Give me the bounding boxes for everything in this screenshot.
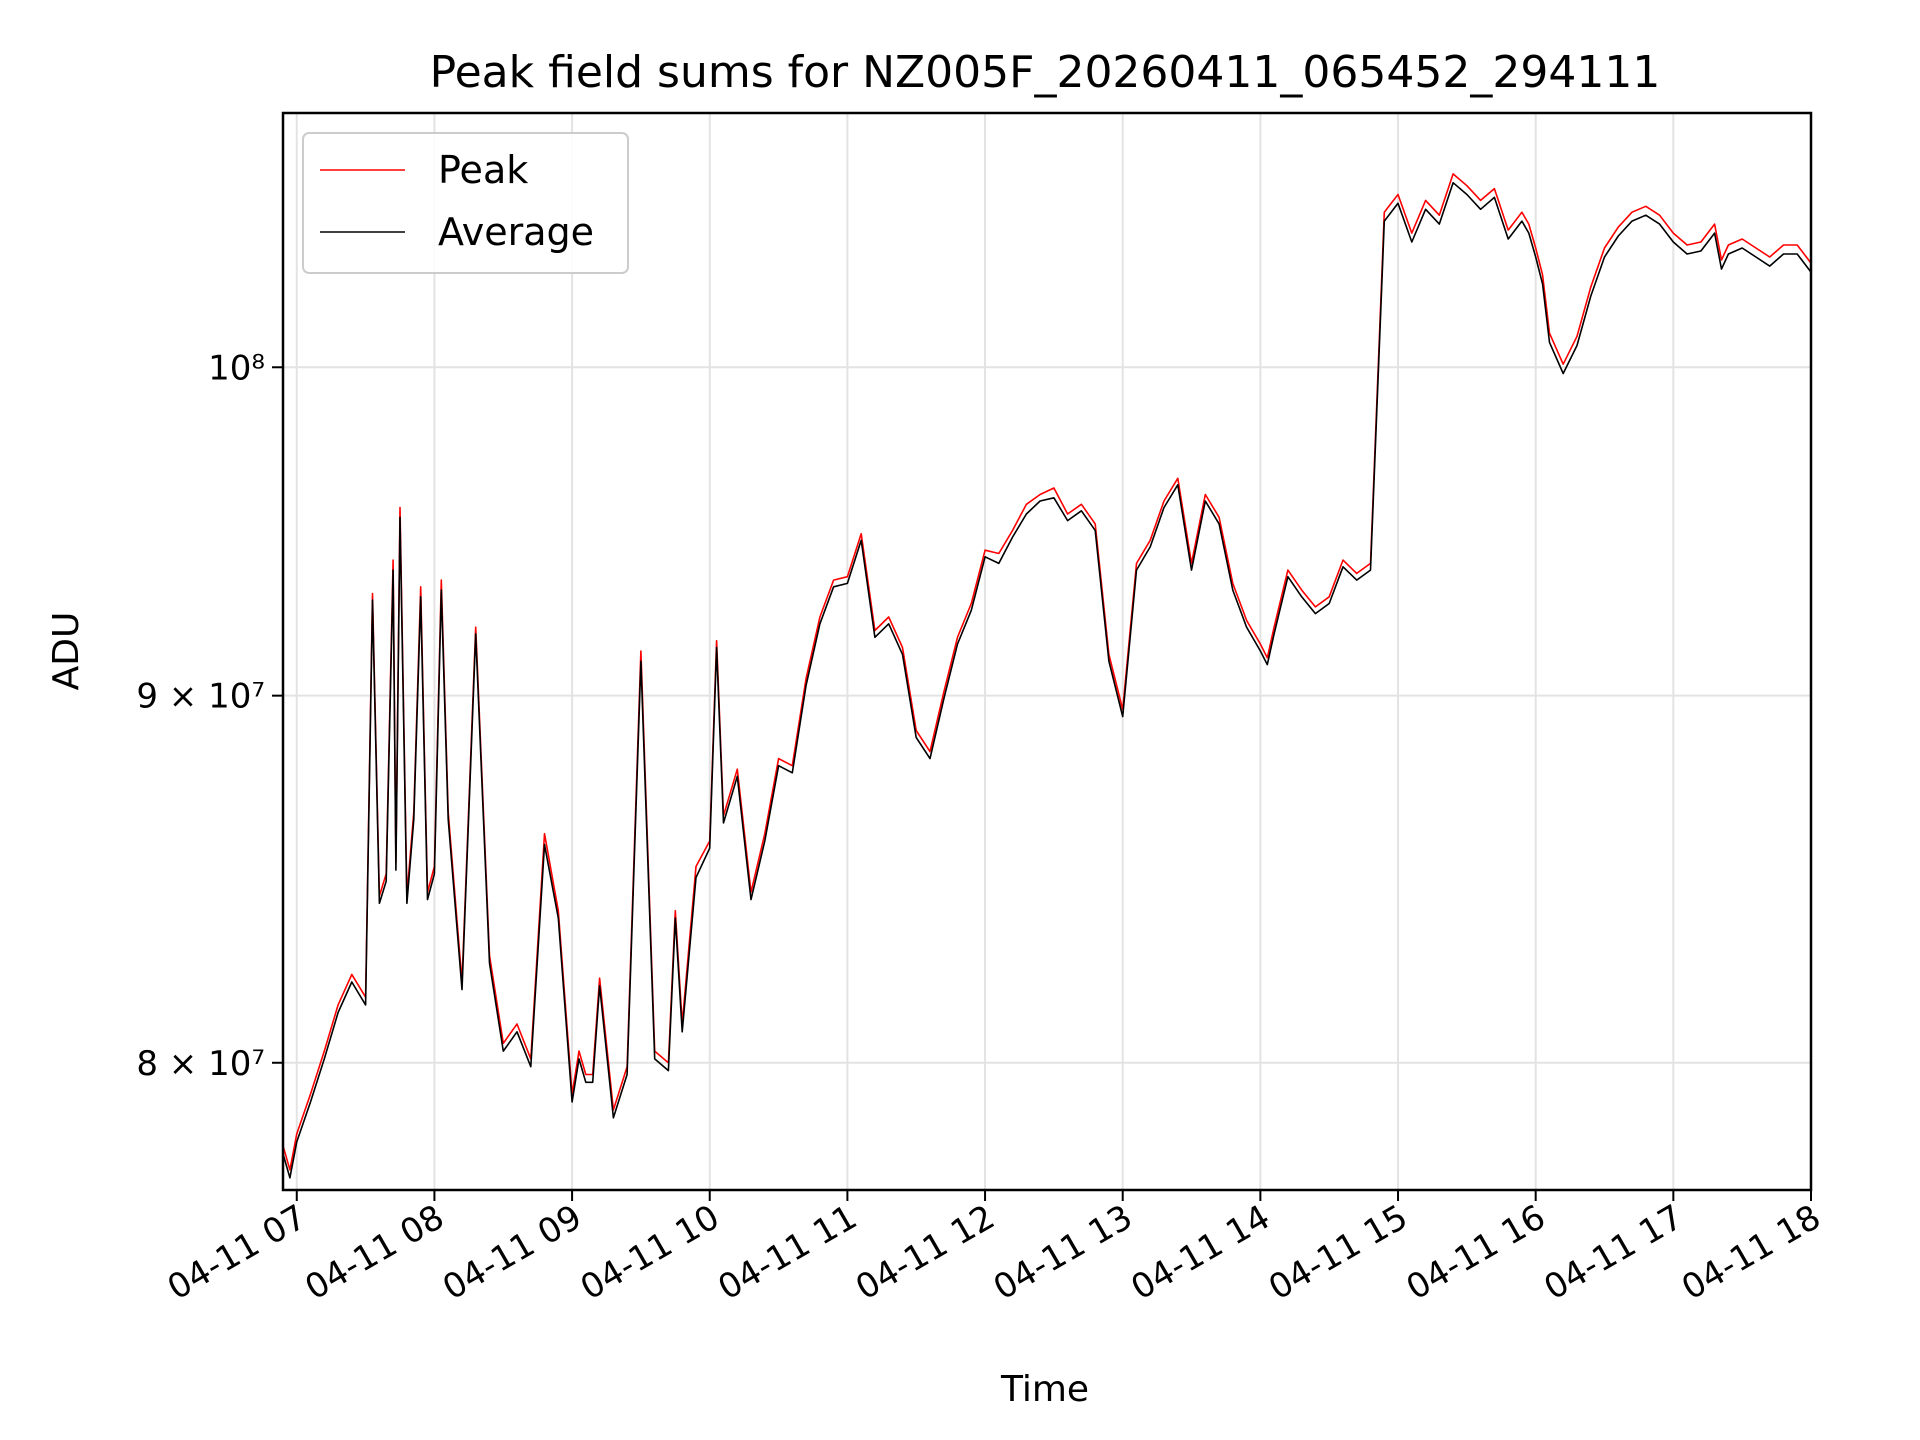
y-tick-label: 8 × 10⁷ — [136, 1044, 265, 1084]
x-tick-label: 04-11 16 — [1400, 1197, 1552, 1308]
chart-title: Peak field sums for NZ005F_20260411_0654… — [430, 47, 1661, 98]
x-tick-label: 04-11 09 — [436, 1197, 588, 1308]
y-axis-label: ADU — [46, 612, 87, 691]
series-line-average — [282, 181, 1812, 1179]
legend: Peak Average — [302, 132, 629, 274]
x-tick-label: 04-11 15 — [1262, 1197, 1414, 1308]
plot-frame — [281, 111, 1813, 1192]
x-tick-label: 04-11 14 — [1124, 1197, 1276, 1308]
legend-label-peak: Peak — [438, 148, 528, 192]
legend-box — [302, 132, 629, 274]
x-tick-label: 04-11 17 — [1537, 1197, 1689, 1308]
x-tick-label: 04-11 11 — [712, 1197, 864, 1308]
x-tick-label: 04-11 08 — [299, 1197, 451, 1308]
y-tick-label: 10⁸ — [208, 348, 265, 388]
x-tick-label: 04-11 18 — [1675, 1197, 1827, 1308]
x-axis-label: Time — [1000, 1369, 1089, 1410]
grid-layer — [283, 113, 1812, 1190]
x-tick-label: 04-11 12 — [849, 1197, 1001, 1308]
y-tick-label: 9 × 10⁷ — [136, 677, 265, 717]
x-tick-label: 04-11 10 — [574, 1197, 726, 1308]
x-tick-label: 04-11 07 — [161, 1197, 313, 1308]
x-tick-label: 04-11 13 — [987, 1197, 1139, 1308]
series-layer — [282, 173, 1812, 1179]
series-line-peak — [282, 173, 1812, 1171]
legend-label-average: Average — [438, 210, 594, 254]
